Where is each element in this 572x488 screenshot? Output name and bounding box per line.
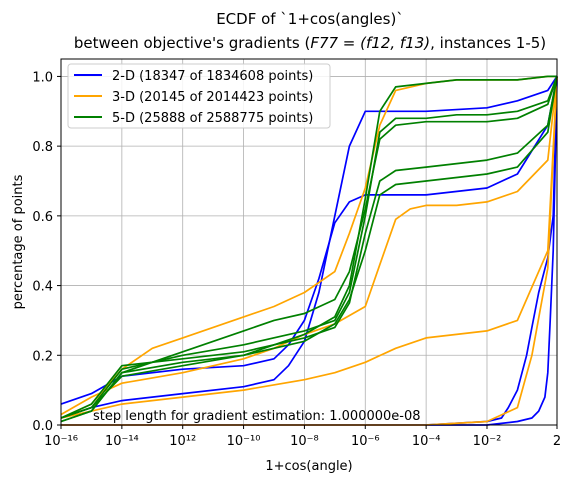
y-tick-label: 1.0: [32, 70, 53, 85]
title-line2-prefix: between objective's gradients (: [74, 34, 310, 52]
x-tick-label: 10⁻¹⁰: [227, 434, 261, 449]
y-axis-label: percentage of points: [11, 174, 26, 309]
plot-area-frame: [60, 58, 558, 426]
y-tick-label: 0.4: [32, 280, 53, 295]
grid-layer: [60, 59, 558, 426]
series-line-2-d: [61, 76, 558, 426]
x-tick-label: 10¹²: [169, 434, 196, 449]
x-tick-label: 10⁻²: [473, 434, 502, 449]
chart-title-line1: ECDF of `1+cos(angles)`: [216, 10, 404, 28]
x-tick-label: 10⁻⁶: [351, 434, 380, 449]
series-layer: [60, 75, 558, 426]
legend-label-2d: 2-D (18347 of 1834608 points): [112, 69, 313, 84]
legend-label-3d: 3-D (20145 of 2014423 points): [112, 90, 313, 105]
x-ticks: 10⁻¹⁶ 10⁻¹⁴ 10¹² 10⁻¹⁰ 10⁻⁸ 10⁻⁶ 10⁻⁴ 10⁻² 2: [44, 425, 561, 449]
x-tick-label: 10⁻⁴: [412, 434, 441, 449]
x-tick-label: 10⁻¹⁶: [44, 434, 78, 449]
series-line-2-d: [60, 76, 558, 405]
legend-label-5d: 5-D (25888 of 2588775 points): [112, 111, 313, 126]
title-line2-suffix: , instances 1-5): [430, 34, 546, 52]
series-line-5-d: [60, 76, 558, 423]
series-line-3-d: [60, 76, 558, 416]
y-tick-label: 0.8: [32, 140, 53, 155]
series-line-5-d: [60, 76, 558, 419]
chart-title-line2: between objective's gradients (F77 = (f1…: [74, 34, 546, 52]
series-line-2-d: [60, 75, 558, 419]
y-tick-label: 0.0: [32, 419, 53, 434]
x-tick-label: 10⁻¹⁴: [105, 434, 139, 449]
title-line2-math: F77 = (f12, f13): [310, 34, 430, 52]
y-ticks: 0.0 0.2 0.4 0.6 0.8 1.0: [32, 70, 61, 434]
series-line-2-d: [61, 76, 558, 426]
legend-box: [67, 63, 331, 129]
y-tick-label: 0.2: [32, 349, 53, 364]
x-tick-label: 10⁻⁸: [290, 434, 319, 449]
y-tick-label: 0.6: [32, 210, 53, 225]
x-tick-label: 2: [553, 434, 561, 449]
x-axis-label: 1+cos(angle): [265, 459, 352, 474]
legend: 2-D (18347 of 1834608 points) 3-D (20145…: [67, 63, 331, 129]
series-line-3-d: [61, 76, 558, 426]
series-line-5-d: [60, 75, 557, 419]
series-line-5-d: [60, 76, 558, 419]
annotation-step-length: step length for gradient estimation: 1.0…: [93, 409, 421, 424]
series-line-3-d: [60, 76, 558, 419]
